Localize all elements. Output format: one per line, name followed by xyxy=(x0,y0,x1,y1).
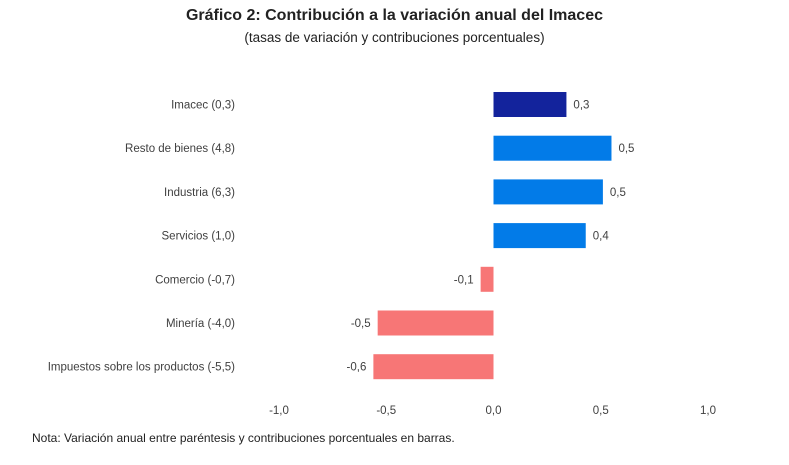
x-tick-label: -0,5 xyxy=(376,405,396,417)
bar xyxy=(493,223,586,249)
bar xyxy=(377,310,494,336)
chart-title: Gráfico 2: Contribución a la variación a… xyxy=(185,7,603,24)
bar xyxy=(480,266,494,292)
x-tick-label: -1,0 xyxy=(269,405,289,417)
bar xyxy=(493,179,603,205)
bar xyxy=(493,92,567,117)
x-tick-label: 1,0 xyxy=(700,405,716,417)
chart-note: Nota: Variación anual entre paréntesis y… xyxy=(32,431,455,445)
category-label: Minería (-4,0) xyxy=(166,318,235,330)
x-tick-label: 0,0 xyxy=(486,405,502,417)
data-label: 0,5 xyxy=(610,187,626,199)
data-label: 0,3 xyxy=(573,100,589,112)
data-label: 0,5 xyxy=(618,143,634,155)
category-label: Industria (6,3) xyxy=(164,187,235,199)
data-label: -0,6 xyxy=(347,362,367,374)
category-label: Impuestos sobre los productos (-5,5) xyxy=(48,362,235,374)
category-label: Resto de bienes (4,8) xyxy=(125,143,235,155)
bar xyxy=(373,354,494,380)
category-label: Imacec (0,3) xyxy=(171,100,235,112)
chart-subtitle: (tasas de variación y contribuciones por… xyxy=(244,30,545,45)
data-label: 0,4 xyxy=(593,231,610,243)
category-label: Servicios (1,0) xyxy=(162,231,236,243)
data-label: -0,1 xyxy=(454,274,474,286)
data-label: -0,5 xyxy=(351,318,371,330)
x-tick-label: 0,5 xyxy=(593,405,609,417)
category-label: Comercio (-0,7) xyxy=(155,274,235,286)
bar xyxy=(493,135,612,161)
